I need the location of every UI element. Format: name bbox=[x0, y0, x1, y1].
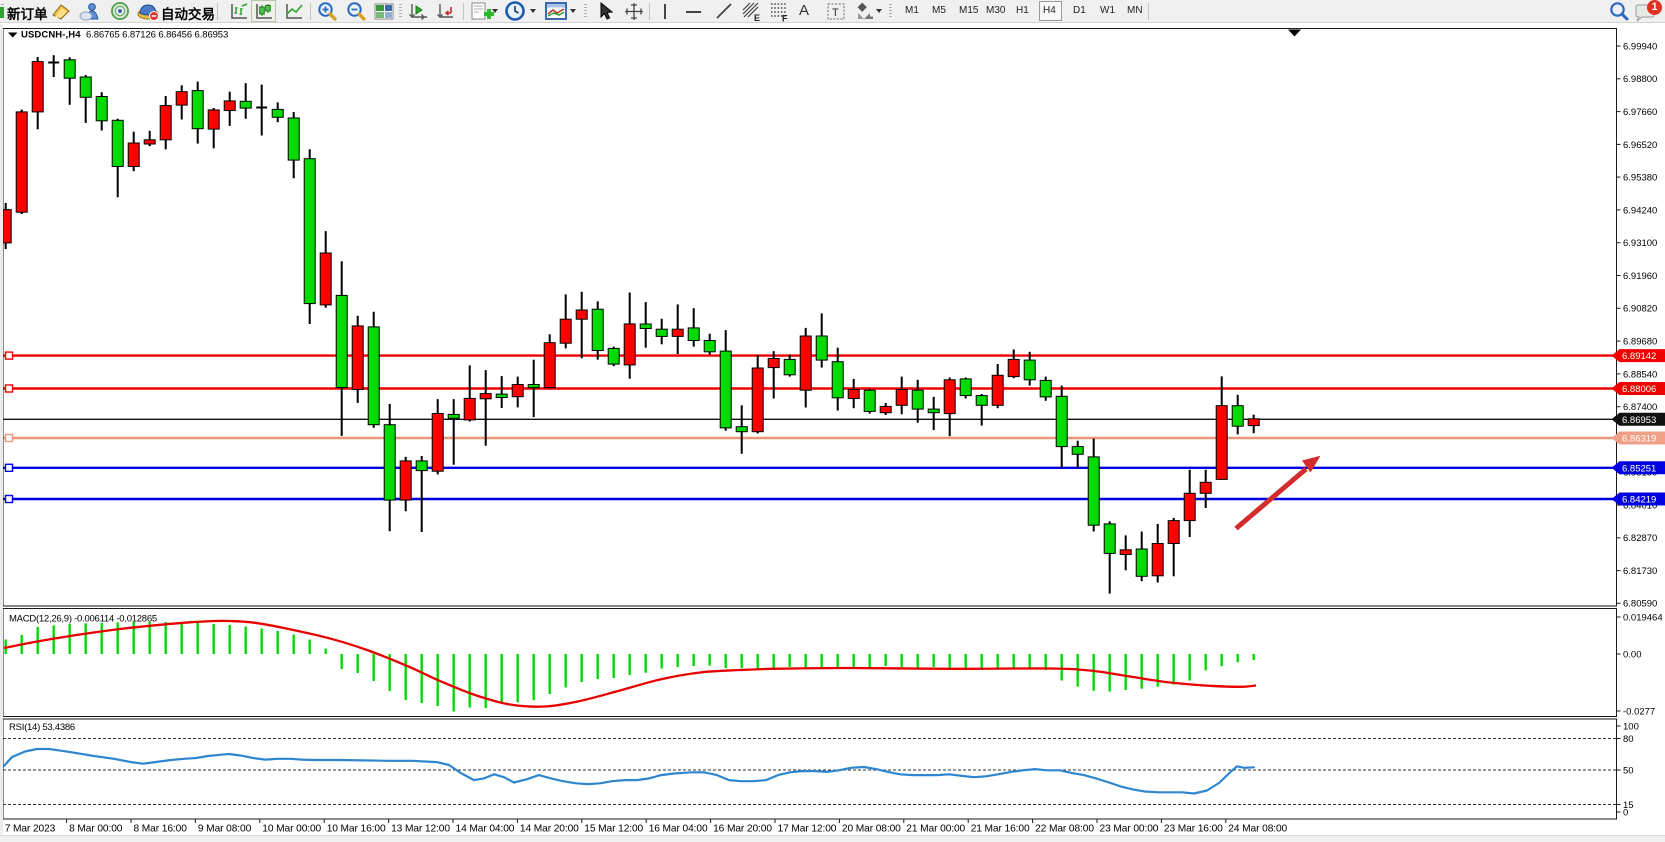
svg-text:6.86319: 6.86319 bbox=[1622, 434, 1656, 445]
svg-text:F: F bbox=[782, 14, 788, 23]
svg-text:9 Mar 08:00: 9 Mar 08:00 bbox=[198, 824, 252, 835]
svg-text:6.95380: 6.95380 bbox=[1623, 173, 1657, 184]
svg-text:17 Mar 12:00: 17 Mar 12:00 bbox=[778, 824, 837, 835]
svg-text:15 Mar 12:00: 15 Mar 12:00 bbox=[584, 824, 643, 835]
svg-text:6.86953: 6.86953 bbox=[1622, 415, 1656, 426]
svg-text:13 Mar 12:00: 13 Mar 12:00 bbox=[391, 824, 450, 835]
svg-text:6.85251: 6.85251 bbox=[1622, 463, 1656, 474]
svg-text:6.97660: 6.97660 bbox=[1623, 107, 1657, 118]
svg-text:0.00: 0.00 bbox=[1623, 649, 1642, 660]
svg-text:100: 100 bbox=[1623, 721, 1639, 732]
svg-text:24 Mar 08:00: 24 Mar 08:00 bbox=[1228, 824, 1287, 835]
svg-text:0: 0 bbox=[1623, 807, 1628, 818]
svg-text:6.84219: 6.84219 bbox=[1622, 495, 1656, 506]
svg-text:6.99940: 6.99940 bbox=[1623, 41, 1657, 52]
svg-text:20 Mar 08:00: 20 Mar 08:00 bbox=[842, 824, 901, 835]
svg-text:21 Mar 00:00: 21 Mar 00:00 bbox=[906, 824, 965, 835]
svg-text:6.86765 6.87126 6.86456 6.8695: 6.86765 6.87126 6.86456 6.86953 bbox=[86, 30, 228, 41]
svg-text:6.87400: 6.87400 bbox=[1623, 402, 1657, 413]
svg-text:14 Mar 20:00: 14 Mar 20:00 bbox=[520, 824, 579, 835]
svg-text:6.94240: 6.94240 bbox=[1623, 205, 1657, 216]
svg-text:6.80590: 6.80590 bbox=[1623, 599, 1657, 610]
svg-text:RSI(14) 53.4386: RSI(14) 53.4386 bbox=[9, 722, 75, 733]
svg-text:6.82870: 6.82870 bbox=[1623, 533, 1657, 544]
svg-text:10 Mar 16:00: 10 Mar 16:00 bbox=[327, 824, 386, 835]
svg-text:6.90820: 6.90820 bbox=[1623, 304, 1657, 315]
svg-text:8 Mar 00:00: 8 Mar 00:00 bbox=[69, 824, 123, 835]
svg-text:T: T bbox=[832, 7, 839, 19]
svg-text:14 Mar 04:00: 14 Mar 04:00 bbox=[456, 824, 515, 835]
svg-text:6.89142: 6.89142 bbox=[1622, 351, 1656, 362]
svg-text:6.84010: 6.84010 bbox=[1623, 500, 1657, 511]
svg-text:E: E bbox=[754, 13, 760, 22]
svg-text:MACD(12,26,9) -0.006114 -0.012: MACD(12,26,9) -0.006114 -0.012865 bbox=[9, 614, 157, 625]
svg-text:21 Mar 16:00: 21 Mar 16:00 bbox=[971, 824, 1030, 835]
svg-text:10 Mar 00:00: 10 Mar 00:00 bbox=[262, 824, 321, 835]
svg-text:80: 80 bbox=[1623, 734, 1634, 745]
svg-text:8 Mar 16:00: 8 Mar 16:00 bbox=[134, 824, 188, 835]
svg-text:6.81730: 6.81730 bbox=[1623, 566, 1657, 577]
svg-text:16 Mar 04:00: 16 Mar 04:00 bbox=[649, 824, 708, 835]
svg-text:15: 15 bbox=[1623, 800, 1634, 811]
svg-text:6.96520: 6.96520 bbox=[1623, 140, 1657, 151]
svg-text:6.91960: 6.91960 bbox=[1623, 271, 1657, 282]
svg-text:0.019464: 0.019464 bbox=[1623, 612, 1663, 623]
svg-text:22 Mar 08:00: 22 Mar 08:00 bbox=[1035, 824, 1094, 835]
svg-text:50: 50 bbox=[1623, 765, 1634, 776]
svg-text:6.89680: 6.89680 bbox=[1623, 337, 1657, 348]
svg-text:6.93100: 6.93100 bbox=[1623, 238, 1657, 249]
svg-text:-0.0277: -0.0277 bbox=[1623, 706, 1655, 717]
svg-text:16 Mar 20:00: 16 Mar 20:00 bbox=[713, 824, 772, 835]
svg-text:6.88540: 6.88540 bbox=[1623, 369, 1657, 380]
svg-text:USDCNH-,H4: USDCNH-,H4 bbox=[21, 30, 81, 41]
svg-text:23 Mar 00:00: 23 Mar 00:00 bbox=[1100, 824, 1159, 835]
svg-text:6.88006: 6.88006 bbox=[1622, 384, 1656, 395]
svg-text:7 Mar 2023: 7 Mar 2023 bbox=[5, 824, 56, 835]
svg-text:6.98800: 6.98800 bbox=[1623, 74, 1657, 85]
svg-text:23 Mar 16:00: 23 Mar 16:00 bbox=[1164, 824, 1223, 835]
